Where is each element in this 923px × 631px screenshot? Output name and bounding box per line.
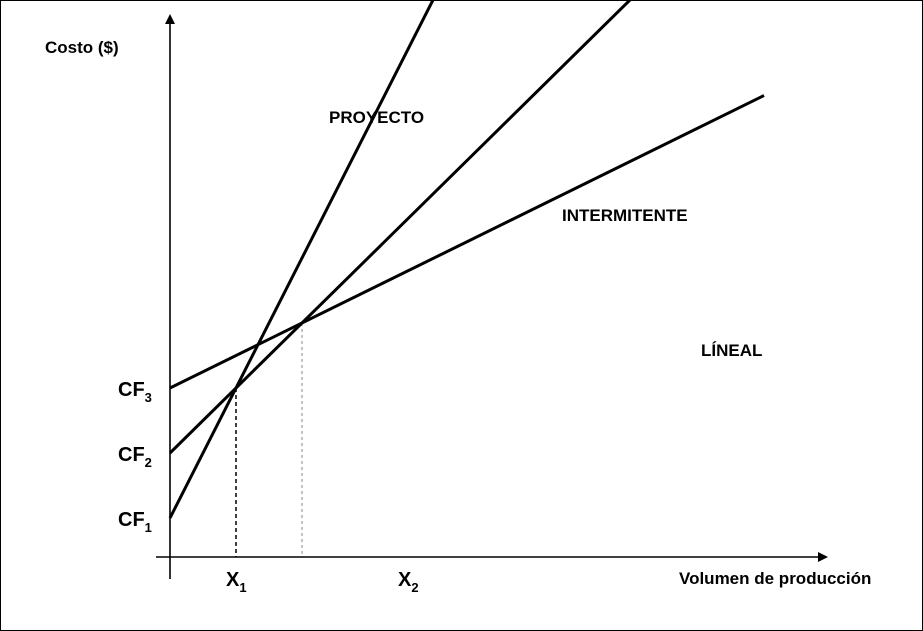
series-line-lineal: [169, 94, 765, 390]
series-line-intermitente: [168, 1, 632, 455]
series-label-intermitente: INTERMITENTE: [562, 206, 688, 225]
y-axis-label: Costo ($): [45, 38, 119, 57]
series-label-proyecto: PROYECTO: [329, 108, 424, 127]
x-tick-x2: X2: [398, 569, 419, 595]
y-tick-cf1: CF1: [118, 509, 152, 535]
y-tick-cf3: CF3: [118, 379, 152, 405]
series-label-lineal: LÍNEAL: [701, 341, 762, 360]
x-axis-label: Volumen de producción: [679, 569, 871, 588]
series-line-proyecto: [168, 1, 435, 519]
x-tick-x1: X1: [226, 569, 247, 595]
y-tick-cf2: CF2: [118, 444, 152, 470]
